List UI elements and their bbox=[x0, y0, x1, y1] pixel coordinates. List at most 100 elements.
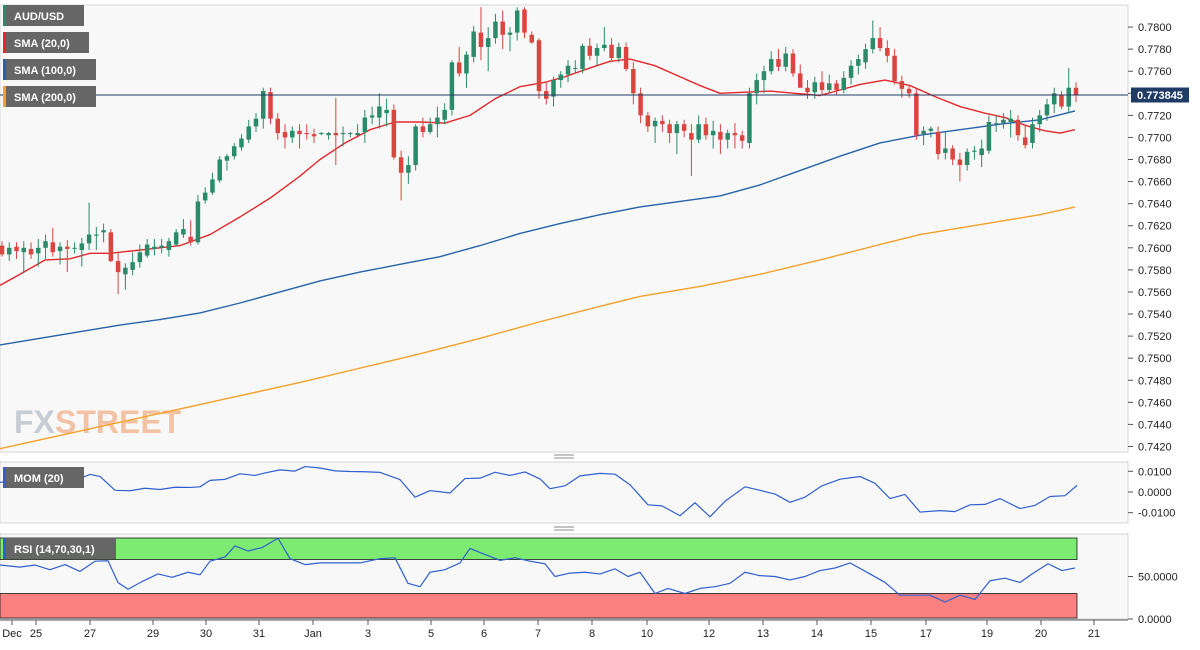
candle bbox=[398, 150, 404, 201]
candle-body bbox=[173, 232, 179, 245]
price-tick-label: 0.7420 bbox=[1138, 441, 1172, 453]
candle bbox=[631, 62, 636, 105]
candle-body bbox=[362, 117, 368, 132]
candle bbox=[268, 87, 273, 125]
candle bbox=[166, 237, 172, 257]
candle bbox=[776, 49, 781, 72]
momentum-color-swatch bbox=[3, 467, 6, 488]
price-tick-label: 0.7600 bbox=[1138, 243, 1172, 255]
sma-20-legend[interactable]: SMA (20,0) bbox=[3, 32, 89, 53]
current-price-tag: 0.773845 bbox=[1131, 87, 1189, 103]
candle-body bbox=[195, 201, 201, 243]
candle bbox=[993, 115, 999, 132]
resize-handle-rsi[interactable] bbox=[554, 526, 574, 531]
time-tick-label: 10 bbox=[641, 628, 653, 640]
candle bbox=[101, 223, 106, 243]
sma-20-legend-label: SMA (20,0) bbox=[14, 38, 70, 50]
candle bbox=[384, 98, 389, 127]
candle-body bbox=[522, 9, 527, 33]
time-tick-label: 25 bbox=[30, 628, 42, 640]
candle bbox=[355, 124, 360, 138]
candle-body bbox=[485, 38, 491, 47]
sma-200-legend-label: SMA (200,0) bbox=[14, 92, 76, 104]
candle-body bbox=[856, 59, 861, 66]
sma-200-line bbox=[0, 206, 1076, 450]
candle bbox=[391, 104, 397, 160]
rsi-legend[interactable]: RSI (14,70,30,1) bbox=[3, 538, 116, 559]
candle bbox=[747, 87, 752, 149]
time-tick-label: 20 bbox=[1035, 628, 1047, 640]
candle-body bbox=[115, 261, 121, 273]
candle-body bbox=[239, 138, 244, 148]
candle-body bbox=[21, 247, 27, 253]
candle-body bbox=[790, 53, 796, 74]
resize-handle-momentum[interactable] bbox=[554, 454, 574, 459]
candle bbox=[623, 42, 629, 72]
candle bbox=[493, 13, 498, 44]
candle-body bbox=[892, 55, 897, 82]
price-tick-label: 0.7540 bbox=[1138, 309, 1172, 321]
price-tick-label: 0.7500 bbox=[1138, 353, 1172, 365]
candle-body bbox=[224, 156, 230, 161]
candle-body bbox=[137, 252, 143, 263]
candle-body bbox=[406, 165, 411, 173]
sma-100-legend[interactable]: SMA (100,0) bbox=[3, 59, 96, 80]
candle-body bbox=[1001, 119, 1006, 124]
candle bbox=[231, 142, 237, 160]
candle bbox=[217, 156, 222, 183]
symbol-legend[interactable]: AUD/USD bbox=[3, 5, 84, 26]
candle-body bbox=[493, 21, 498, 39]
candle-body bbox=[0, 245, 5, 255]
candle-body bbox=[86, 234, 92, 244]
candle bbox=[725, 129, 730, 149]
candle bbox=[173, 229, 179, 247]
candle-body bbox=[797, 73, 803, 88]
candle-body bbox=[456, 62, 462, 74]
candle-body bbox=[1051, 93, 1057, 105]
candle bbox=[369, 106, 375, 125]
candle-body bbox=[986, 121, 992, 151]
price-panel bbox=[0, 4, 1129, 453]
momentum-legend[interactable]: MOM (20) bbox=[3, 467, 84, 488]
sma-100-layer bbox=[0, 110, 1076, 346]
candle-body bbox=[377, 106, 382, 118]
candle bbox=[667, 119, 672, 143]
rsi-line bbox=[0, 537, 1076, 603]
candle bbox=[718, 124, 723, 154]
candle bbox=[558, 71, 564, 88]
candle bbox=[797, 64, 803, 88]
candle bbox=[921, 126, 926, 146]
candle-body bbox=[7, 247, 12, 255]
candle-body bbox=[841, 77, 847, 90]
candle-body bbox=[696, 124, 701, 140]
candle bbox=[50, 227, 56, 257]
candle-body bbox=[594, 48, 600, 56]
candle bbox=[1073, 82, 1079, 103]
candle bbox=[703, 117, 709, 140]
candle bbox=[7, 242, 12, 262]
candle-body bbox=[14, 246, 19, 252]
candle bbox=[86, 202, 92, 251]
candle-body bbox=[580, 45, 585, 70]
candle bbox=[304, 124, 310, 140]
sma-100-line bbox=[0, 110, 1076, 346]
candle bbox=[986, 115, 992, 154]
candle-body bbox=[123, 267, 128, 275]
candle bbox=[456, 46, 462, 77]
price-tick-label: 0.7440 bbox=[1138, 419, 1172, 431]
sma-100-color-swatch bbox=[3, 59, 6, 80]
price-tick-label: 0.7460 bbox=[1138, 397, 1172, 409]
candle-body bbox=[877, 38, 883, 49]
candle bbox=[420, 117, 426, 138]
candle-body bbox=[906, 88, 912, 94]
candle-body bbox=[863, 49, 868, 63]
time-tick-label: 14 bbox=[811, 628, 823, 640]
candle bbox=[282, 124, 288, 149]
candle bbox=[202, 187, 208, 204]
candle bbox=[761, 65, 767, 94]
sma-200-legend[interactable]: SMA (200,0) bbox=[3, 86, 96, 107]
candle bbox=[43, 234, 48, 259]
candle-body bbox=[558, 74, 564, 81]
candle bbox=[152, 238, 157, 256]
candle-body bbox=[1022, 137, 1028, 146]
